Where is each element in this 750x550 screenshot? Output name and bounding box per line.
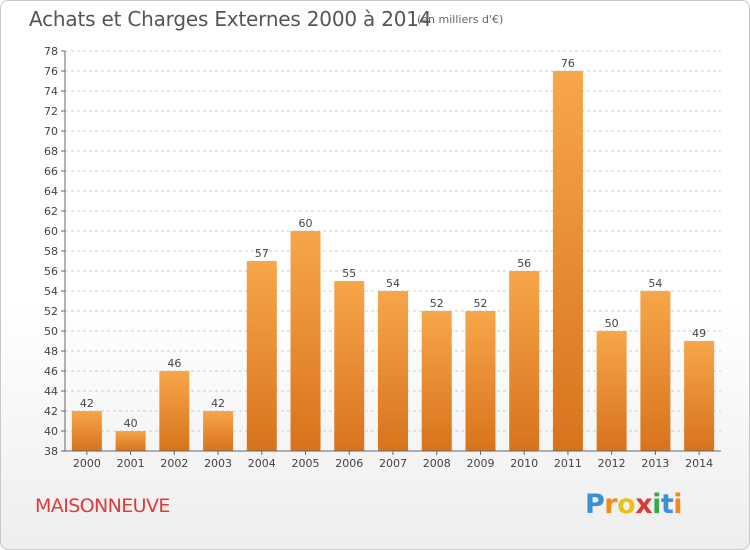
commune-name: MAISONNEUVE [35,495,170,517]
y-tick-label: 42 [44,405,58,418]
y-tick-label: 50 [44,325,58,338]
bar [203,411,234,451]
data-label: 49 [692,327,706,340]
x-tick-label: 2000 [73,457,101,470]
bar [596,331,627,451]
y-tick-label: 54 [44,285,58,298]
y-tick-label: 56 [44,265,58,278]
data-label: 42 [211,397,225,410]
data-label: 54 [386,277,400,290]
data-label: 46 [167,357,181,370]
x-tick-label: 2005 [292,457,320,470]
x-tick-label: 2010 [510,457,538,470]
bar [421,311,452,451]
data-label: 52 [473,297,487,310]
bar [159,371,190,451]
y-tick-label: 44 [44,385,58,398]
y-tick-label: 60 [44,225,58,238]
x-tick-label: 2014 [685,457,713,470]
logo-letter: t [660,489,674,520]
y-tick-label: 70 [44,125,58,138]
x-tick-label: 2012 [598,457,626,470]
bars [71,71,715,451]
y-axis-ticks: 38 40 42 44 46 48 50 52 54 56 58 60 62 64 66 68 70 72 74 76… [44,45,65,458]
y-tick-label: 58 [44,245,58,258]
bar [465,311,496,451]
bar [552,71,583,451]
x-tick-label: 2006 [335,457,363,470]
y-tick-label: 66 [44,165,58,178]
bar [71,411,102,451]
y-tick-label: 78 [44,45,58,58]
x-tick-label: 2009 [466,457,494,470]
chart-title: Achats et Charges Externes 2000 à 2014 [29,7,432,31]
bar [640,291,671,451]
y-tick-label: 76 [44,65,58,78]
bar [509,271,540,451]
bar [246,261,277,451]
x-tick-label: 2004 [248,457,276,470]
x-tick-label: 2003 [204,457,232,470]
bar [378,291,408,451]
data-label: 55 [342,267,356,280]
logo-letter: P [585,489,605,520]
logo-letter: x [635,489,653,520]
data-label: 60 [299,217,313,230]
bar [115,431,146,451]
y-tick-label: 64 [44,185,58,198]
y-tick-label: 38 [44,445,58,458]
chart-subtitle: (en milliers d'€) [417,13,504,26]
x-tick-label: 2011 [554,457,582,470]
y-tick-label: 40 [44,425,58,438]
logo-letter: i [673,489,683,520]
data-label: 76 [561,57,575,70]
x-axis-ticks: 2000 2001 2002 2003 2004 2005 2006 2007 2008 2009… [73,451,713,470]
x-tick-label: 2013 [641,457,669,470]
y-tick-label: 46 [44,365,58,378]
y-tick-label: 52 [44,305,58,318]
x-tick-label: 2007 [379,457,407,470]
data-label: 56 [517,257,531,270]
logo-letter: r [604,489,618,520]
x-tick-label: 2001 [117,457,145,470]
y-tick-label: 74 [44,85,58,98]
bar [684,341,715,451]
y-tick-label: 68 [44,145,58,158]
y-tick-label: 62 [44,205,58,218]
data-label: 50 [605,317,619,330]
data-label: 40 [124,417,138,430]
bar [290,231,321,451]
y-tick-label: 72 [44,105,58,118]
x-tick-label: 2008 [423,457,451,470]
bar [334,281,365,451]
data-labels: 42 40 46 42 57 60 55 54 52 52 56 76 50 54 49 [80,57,706,430]
proxiti-logo: Proxiti [585,489,683,520]
y-tick-label: 48 [44,345,58,358]
data-label: 52 [430,297,444,310]
data-label: 57 [255,247,269,260]
x-tick-label: 2002 [160,457,188,470]
logo-letter: o [617,489,636,520]
logo-letter: i [652,489,661,520]
data-label: 42 [80,397,94,410]
data-label: 54 [648,277,662,290]
